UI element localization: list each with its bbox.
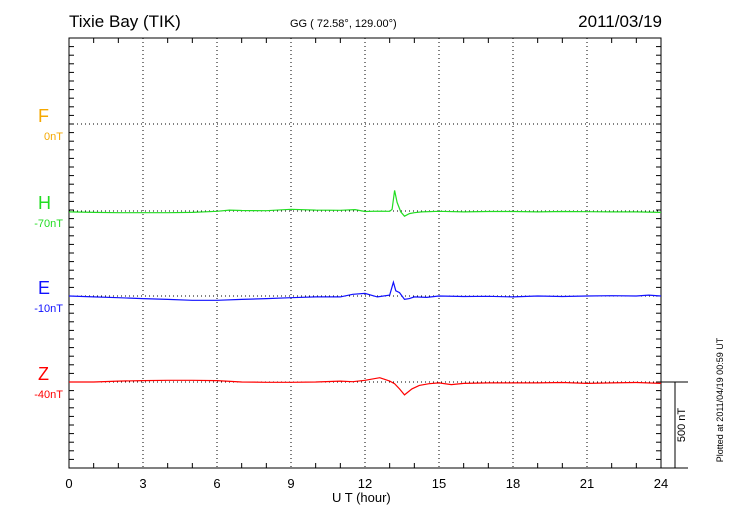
x-tick-label: 18 xyxy=(506,476,520,491)
offset-label-H: -70nT xyxy=(34,218,63,230)
component-label-H: H xyxy=(38,193,51,213)
series-line-Z xyxy=(69,377,662,396)
x-tick-label: 21 xyxy=(580,476,594,491)
offset-label-F: 0nT xyxy=(44,131,63,143)
plotted-timestamp: Plotted at 2011/04/19 00:59 UT xyxy=(715,337,725,463)
offset-label-E: -10nT xyxy=(34,303,63,315)
date-label: 2011/03/19 xyxy=(578,12,662,31)
x-tick-label: 3 xyxy=(139,476,146,491)
x-tick-label: 6 xyxy=(213,476,220,491)
series-line-H xyxy=(68,190,662,217)
component-label-E: E xyxy=(38,278,51,298)
x-tick-label: 0 xyxy=(65,476,72,491)
scale-bar-label: 500 nT xyxy=(676,407,688,443)
series-line-E xyxy=(68,279,662,301)
x-axis-label: U T (hour) xyxy=(332,490,391,505)
offset-label-Z: -40nT xyxy=(34,389,63,401)
station-title: Tixie Bay (TIK) xyxy=(69,12,181,31)
x-tick-label: 24 xyxy=(654,476,668,491)
x-tick-label: 15 xyxy=(432,476,446,491)
component-label-F: F xyxy=(38,106,49,126)
x-tick-label: 12 xyxy=(358,476,372,491)
x-tick-label: 9 xyxy=(287,476,294,491)
component-label-Z: Z xyxy=(38,364,49,384)
station-coordinates: GG ( 72.58°, 129.00°) xyxy=(290,18,397,30)
